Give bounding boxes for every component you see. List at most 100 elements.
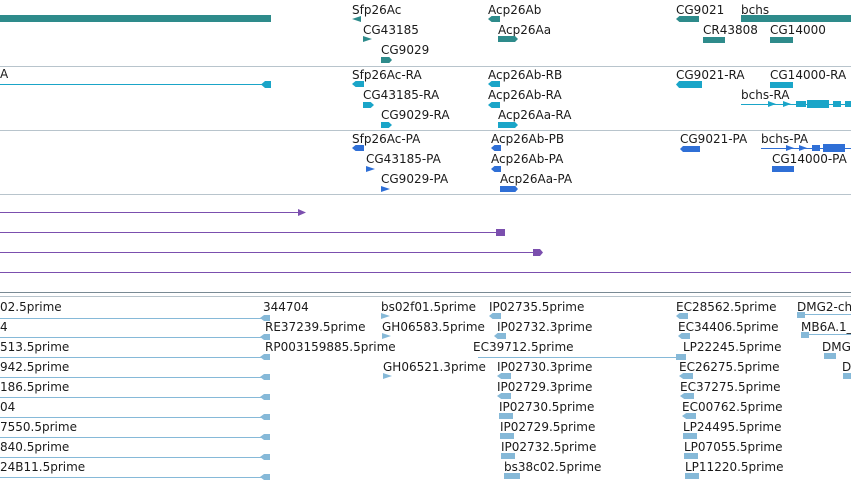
est-feature[interactable] — [676, 313, 688, 319]
est-end[interactable] — [260, 315, 270, 321]
est-label[interactable]: 344704 — [263, 300, 309, 314]
protein-label[interactable]: Acp26Aa-PA — [500, 172, 573, 186]
alignment-line[interactable] — [0, 252, 535, 253]
transcript-feature[interactable] — [0, 84, 262, 85]
est-label[interactable]: GH06583.5prime — [382, 320, 485, 334]
est-label[interactable]: 513.5prime — [0, 340, 70, 354]
est-label[interactable]: DMG2-ch — [797, 300, 851, 314]
transcript-feature[interactable] — [261, 81, 271, 88]
protein-feature[interactable] — [812, 145, 820, 151]
est-label[interactable]: EC26275.5prime — [679, 360, 780, 374]
est-feature[interactable] — [679, 373, 693, 379]
protein-feature[interactable] — [491, 166, 501, 172]
transcript-feature[interactable] — [488, 102, 500, 108]
est-end[interactable] — [260, 334, 270, 340]
transcript-feature[interactable] — [363, 102, 374, 108]
est-label[interactable]: 186.5prime — [0, 380, 70, 394]
protein-feature[interactable] — [366, 166, 375, 172]
gene-feature[interactable] — [741, 15, 851, 22]
transcript-label[interactable]: CG9029-RA — [381, 108, 450, 122]
gene-feature[interactable] — [770, 37, 793, 43]
transcript-label[interactable]: Acp26Aa-RA — [498, 108, 572, 122]
est-label[interactable]: 840.5prime — [0, 440, 70, 454]
protein-feature[interactable] — [761, 148, 851, 149]
est-label[interactable]: RP003159885.5prime — [265, 340, 396, 354]
est-feature[interactable] — [501, 453, 515, 459]
gene-feature[interactable] — [0, 15, 271, 22]
est-label[interactable]: 24B11.5prime — [0, 460, 86, 474]
est-feature[interactable] — [797, 312, 805, 318]
gene-label[interactable]: CG43185 — [363, 23, 419, 37]
est-feature[interactable] — [494, 333, 506, 339]
est-feature[interactable] — [797, 314, 851, 315]
est-end[interactable] — [260, 454, 270, 460]
protein-label[interactable]: bchs-PA — [761, 132, 809, 146]
est-label[interactable]: EC37275.5prime — [680, 380, 781, 394]
est-feature[interactable] — [500, 433, 514, 439]
gene-feature[interactable] — [488, 16, 500, 22]
gene-feature[interactable] — [703, 37, 725, 43]
gene-label[interactable]: Sfp26Ac — [352, 3, 402, 17]
est-label[interactable]: EC00762.5prime — [682, 400, 783, 414]
protein-feature[interactable] — [772, 166, 794, 172]
transcript-feature[interactable] — [783, 101, 791, 107]
protein-label[interactable]: CG9029-PA — [381, 172, 449, 186]
est-feature[interactable] — [684, 453, 698, 459]
transcript-label[interactable]: A — [0, 67, 9, 81]
est-label[interactable]: IP02729.5prime — [500, 420, 596, 434]
est-label[interactable]: IP02730.5prime — [499, 400, 595, 414]
transcript-feature[interactable] — [488, 81, 500, 87]
est-end[interactable] — [260, 474, 270, 480]
alignment-end[interactable] — [298, 209, 306, 216]
est-end[interactable] — [260, 374, 270, 380]
est-label[interactable]: MB6A.1_ — [801, 320, 851, 334]
transcript-label[interactable]: bchs-RA — [741, 88, 790, 102]
transcript-label[interactable]: Acp26Ab-RB — [488, 68, 563, 82]
protein-label[interactable]: CG9021-PA — [680, 132, 748, 146]
est-line[interactable] — [0, 457, 264, 458]
gene-label[interactable]: CR43808 — [703, 23, 758, 37]
est-label[interactable]: 942.5prime — [0, 360, 70, 374]
transcript-feature[interactable] — [676, 81, 702, 88]
est-feature[interactable] — [504, 473, 520, 479]
transcript-label[interactable]: Acp26Ab-RA — [488, 88, 562, 102]
est-feature[interactable] — [685, 473, 699, 479]
est-end[interactable] — [260, 354, 270, 360]
est-line[interactable] — [0, 397, 264, 398]
protein-feature[interactable] — [500, 186, 518, 192]
est-feature[interactable] — [801, 332, 809, 338]
est-label[interactable]: bs02f01.5prime — [381, 300, 477, 314]
alignment-end[interactable] — [496, 229, 505, 236]
gene-label[interactable]: Acp26Aa — [498, 23, 552, 37]
est-label[interactable]: IP02730.3prime — [497, 360, 593, 374]
protein-feature[interactable] — [352, 145, 364, 151]
alignment-end[interactable] — [533, 249, 543, 256]
est-label[interactable]: IP02732.5prime — [501, 440, 597, 454]
transcript-feature[interactable] — [796, 101, 806, 107]
est-label[interactable]: RE37239.5prime — [265, 320, 366, 334]
est-label[interactable]: GH06521.3prime — [383, 360, 486, 374]
est-label[interactable]: IP02735.5prime — [489, 300, 585, 314]
est-feature[interactable] — [383, 373, 392, 379]
est-feature[interactable] — [382, 333, 391, 339]
est-feature[interactable] — [683, 433, 697, 439]
est-label[interactable]: LP11220.5prime — [685, 460, 784, 474]
gene-feature[interactable] — [352, 16, 361, 22]
est-line[interactable] — [0, 417, 264, 418]
alignment-line[interactable] — [0, 212, 300, 213]
est-label[interactable]: D — [842, 360, 851, 374]
gene-feature[interactable] — [381, 57, 392, 63]
est-feature[interactable] — [824, 353, 836, 359]
protein-feature[interactable] — [786, 145, 794, 151]
est-feature[interactable] — [682, 413, 696, 419]
protein-feature[interactable] — [680, 146, 700, 152]
est-label[interactable]: IP02729.3prime — [497, 380, 593, 394]
est-feature[interactable] — [678, 333, 690, 339]
protein-label[interactable]: Acp26Ab-PB — [491, 132, 565, 146]
protein-feature[interactable] — [381, 186, 390, 192]
est-label[interactable]: 7550.5prime — [0, 420, 77, 434]
transcript-label[interactable]: CG14000-RA — [770, 68, 847, 82]
est-label[interactable]: LP07055.5prime — [684, 440, 783, 454]
est-line[interactable] — [0, 377, 264, 378]
transcript-feature[interactable] — [768, 101, 776, 107]
